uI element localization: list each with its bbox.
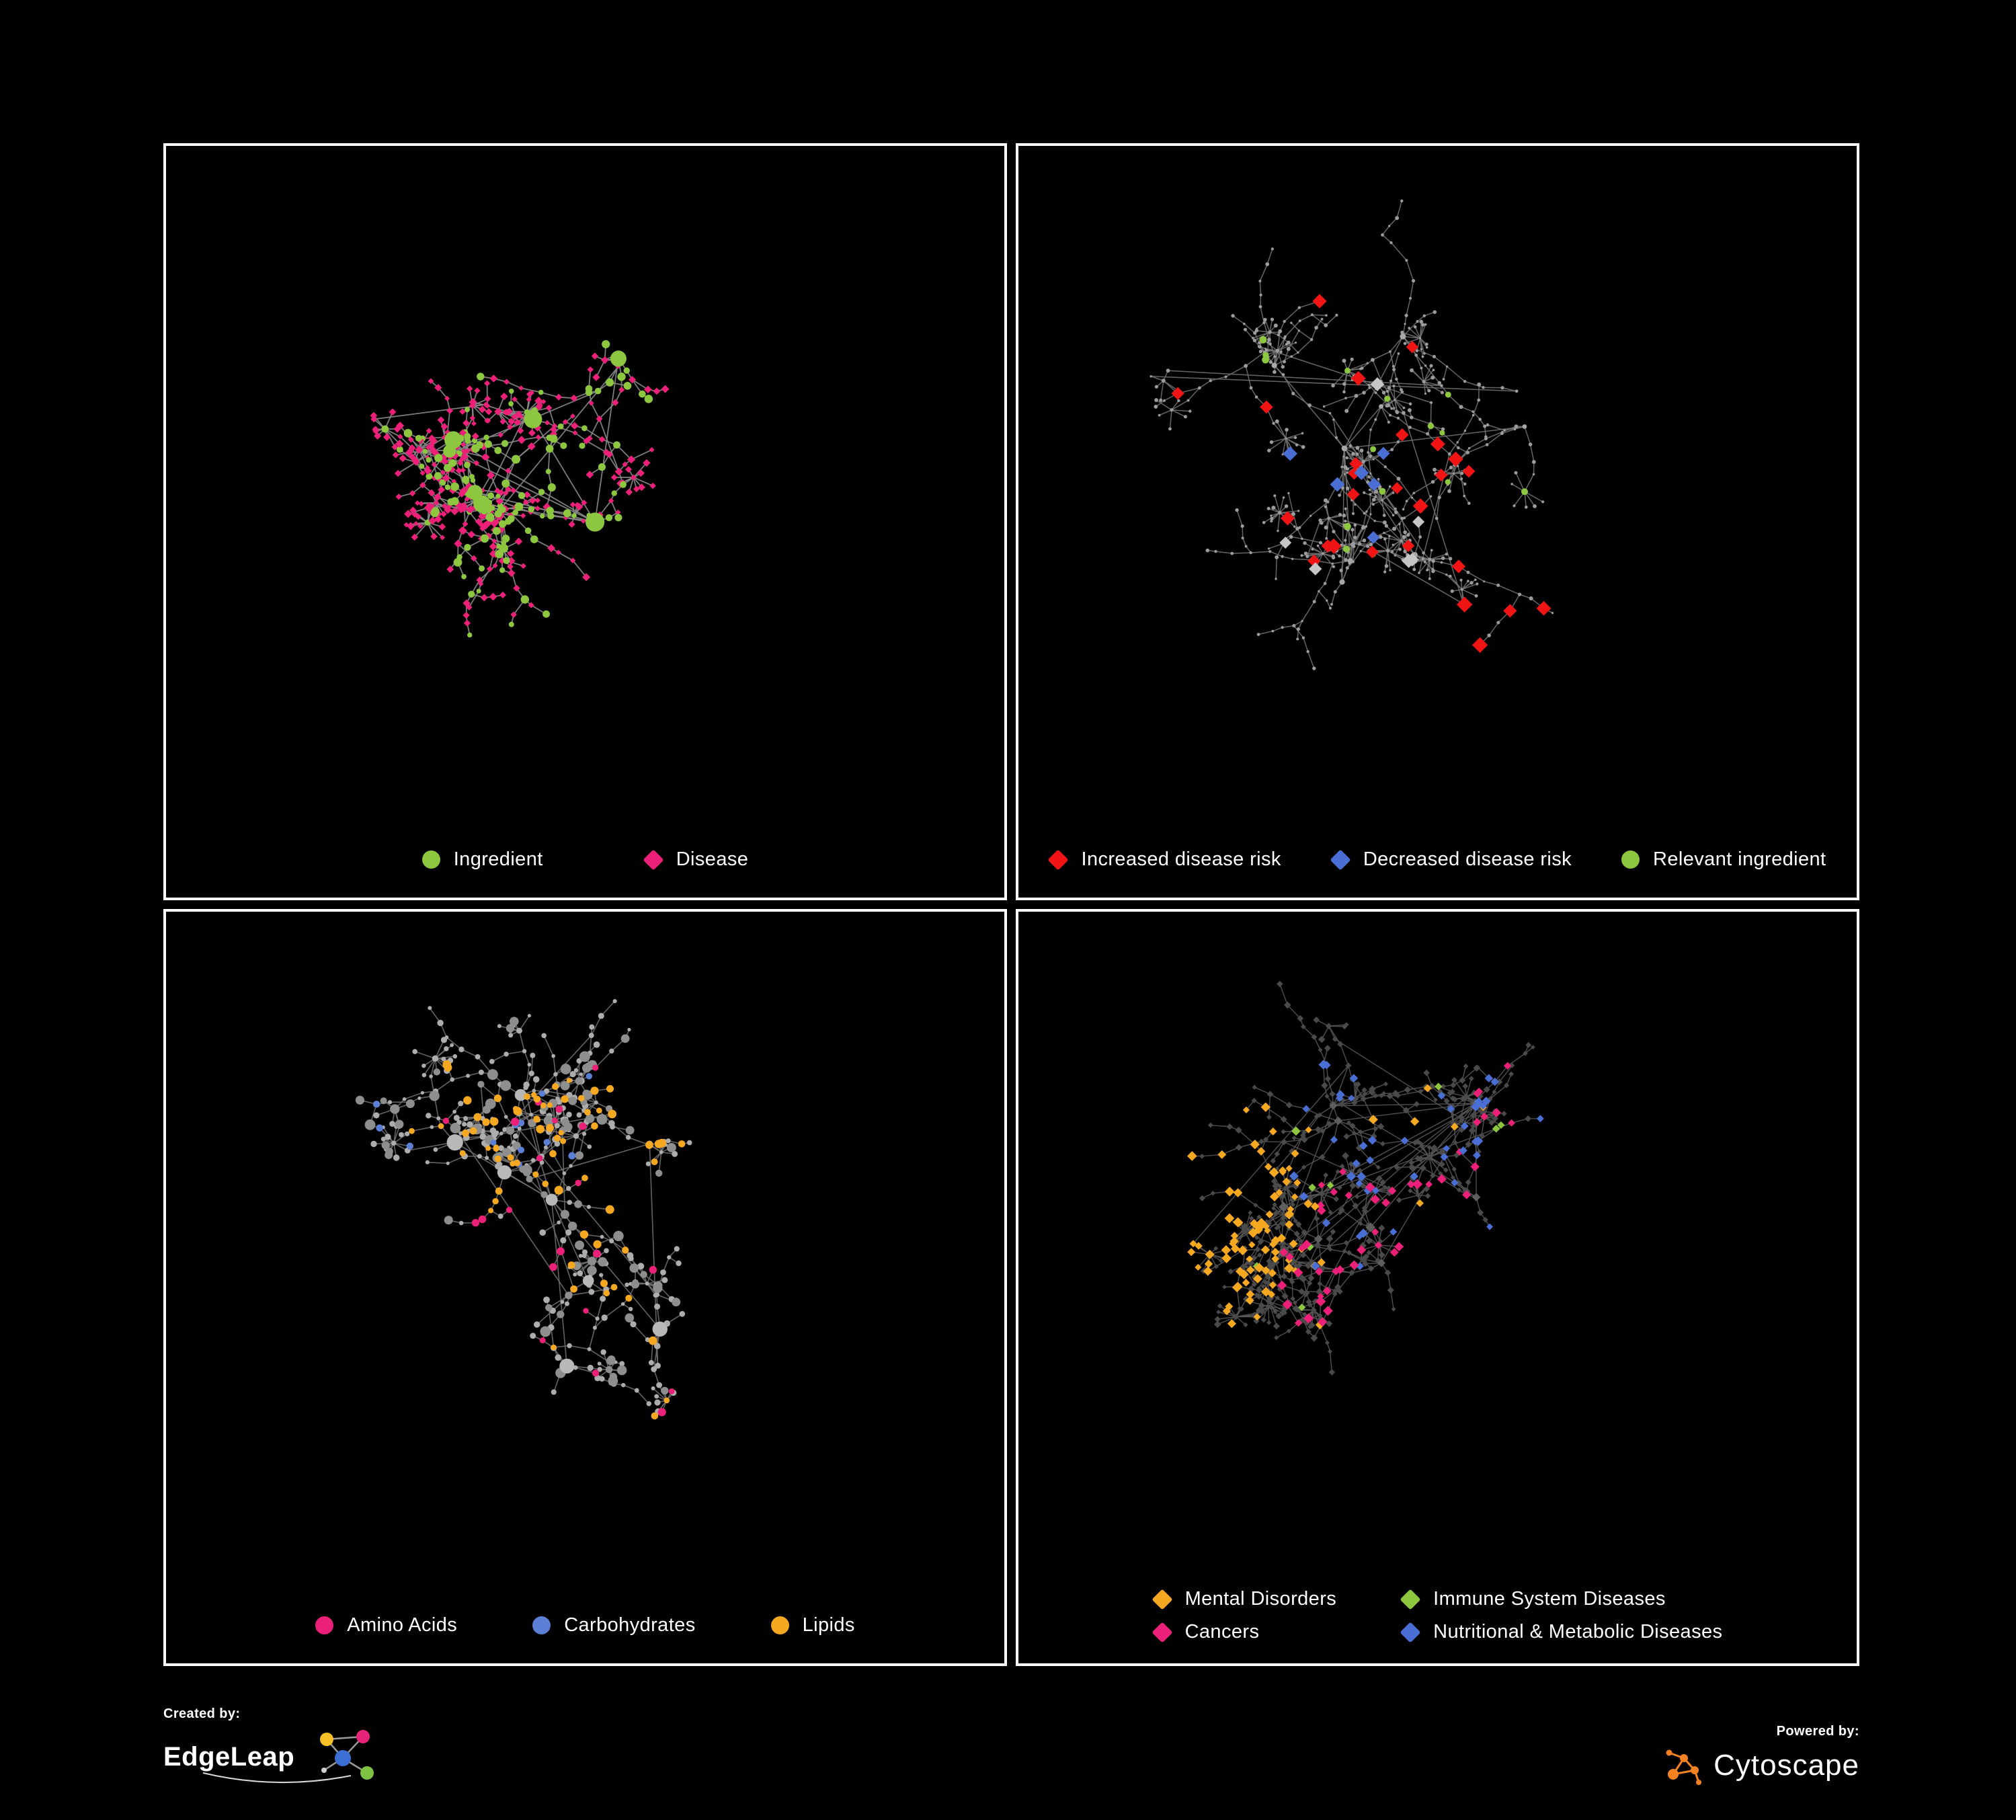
panel-disease-risk: Increased disease risk Decreased disease … xyxy=(1016,143,1859,900)
diamond-marker-icon xyxy=(1047,848,1070,871)
legend-item: Carbohydrates xyxy=(532,1614,695,1636)
circle-marker-icon xyxy=(1621,850,1640,869)
legend-label: Amino Acids xyxy=(347,1614,458,1636)
legend-disease-category: Mental Disorders Immune System Diseases Ca… xyxy=(1018,1584,1857,1663)
created-by-label: Created by: xyxy=(163,1706,241,1721)
legend-label: Ingredient xyxy=(453,848,543,870)
panel-nutrient-class: Amino Acids Carbohydrates Lipids xyxy=(163,909,1007,1666)
powered-by-block: Powered by: Cytoscape xyxy=(1660,1724,1859,1788)
powered-by-label: Powered by: xyxy=(1776,1724,1859,1739)
diamond-marker-icon xyxy=(1400,1621,1421,1643)
legend-label: Nutritional & Metabolic Diseases xyxy=(1433,1621,1723,1643)
legend-item: Immune System Diseases xyxy=(1400,1588,1722,1610)
created-by-block: Created by: EdgeLeap xyxy=(163,1706,385,1788)
legend-item: Disease xyxy=(643,848,749,871)
cytoscape-logo-text: Cytoscape xyxy=(1713,1749,1859,1782)
legend-label: Disease xyxy=(676,848,749,870)
legend-label: Cancers xyxy=(1184,1621,1260,1643)
legend-label: Increased disease risk xyxy=(1081,848,1281,870)
footer: Created by: EdgeLeap xyxy=(163,1706,1859,1788)
legend-item: Decreased disease risk xyxy=(1330,848,1572,871)
circle-marker-icon xyxy=(532,1616,551,1634)
panel-grid: Ingredient Disease Increased disease risk… xyxy=(163,143,1859,1666)
diamond-marker-icon xyxy=(1152,1588,1173,1610)
circle-marker-icon xyxy=(770,1616,789,1634)
legend-item: Cancers xyxy=(1152,1621,1337,1643)
diamond-marker-icon xyxy=(1400,1588,1421,1610)
legend-label: Relevant ingredient xyxy=(1653,848,1826,870)
edgeleap-logo-icon xyxy=(202,1730,374,1784)
legend-item: Mental Disorders xyxy=(1152,1588,1337,1610)
diamond-marker-icon xyxy=(643,848,664,871)
panel-ingredient-disease: Ingredient Disease xyxy=(163,143,1007,900)
network-canvas-disease-risk xyxy=(1150,199,1554,670)
legend-nutrient-class: Amino Acids Carbohydrates Lipids xyxy=(166,1610,1004,1663)
panel-disease-category: Mental Disorders Immune System Diseases Ca… xyxy=(1016,909,1859,1666)
legend-item: Amino Acids xyxy=(315,1614,457,1636)
legend-item: Increased disease risk xyxy=(1047,848,1281,871)
legend-item: Nutritional & Metabolic Diseases xyxy=(1400,1621,1723,1643)
legend-item: Relevant ingredient xyxy=(1621,848,1826,871)
legend-ingredient-disease: Ingredient Disease xyxy=(166,844,1004,898)
legend-label: Carbohydrates xyxy=(564,1614,696,1636)
circle-marker-icon xyxy=(315,1616,334,1634)
diamond-marker-icon xyxy=(1330,848,1351,871)
legend-item: Ingredient xyxy=(421,848,543,871)
legend-label: Decreased disease risk xyxy=(1363,848,1572,870)
cytoscape-logo-icon xyxy=(1666,1749,1702,1785)
legend-label: Lipids xyxy=(802,1614,855,1636)
legend-label: Mental Disorders xyxy=(1184,1588,1337,1610)
network-canvas-disease-category xyxy=(1187,980,1544,1376)
network-canvas-nutrient-class xyxy=(355,998,692,1420)
diamond-marker-icon xyxy=(1152,1621,1173,1643)
circle-marker-icon xyxy=(421,850,440,869)
legend-item: Lipids xyxy=(770,1614,855,1636)
legend-disease-risk: Increased disease risk Decreased disease … xyxy=(1018,844,1857,898)
edgeleap-logo-text: EdgeLeap xyxy=(163,1741,295,1772)
legend-label: Immune System Diseases xyxy=(1433,1588,1666,1610)
network-canvas-ingredient-disease xyxy=(370,340,670,638)
